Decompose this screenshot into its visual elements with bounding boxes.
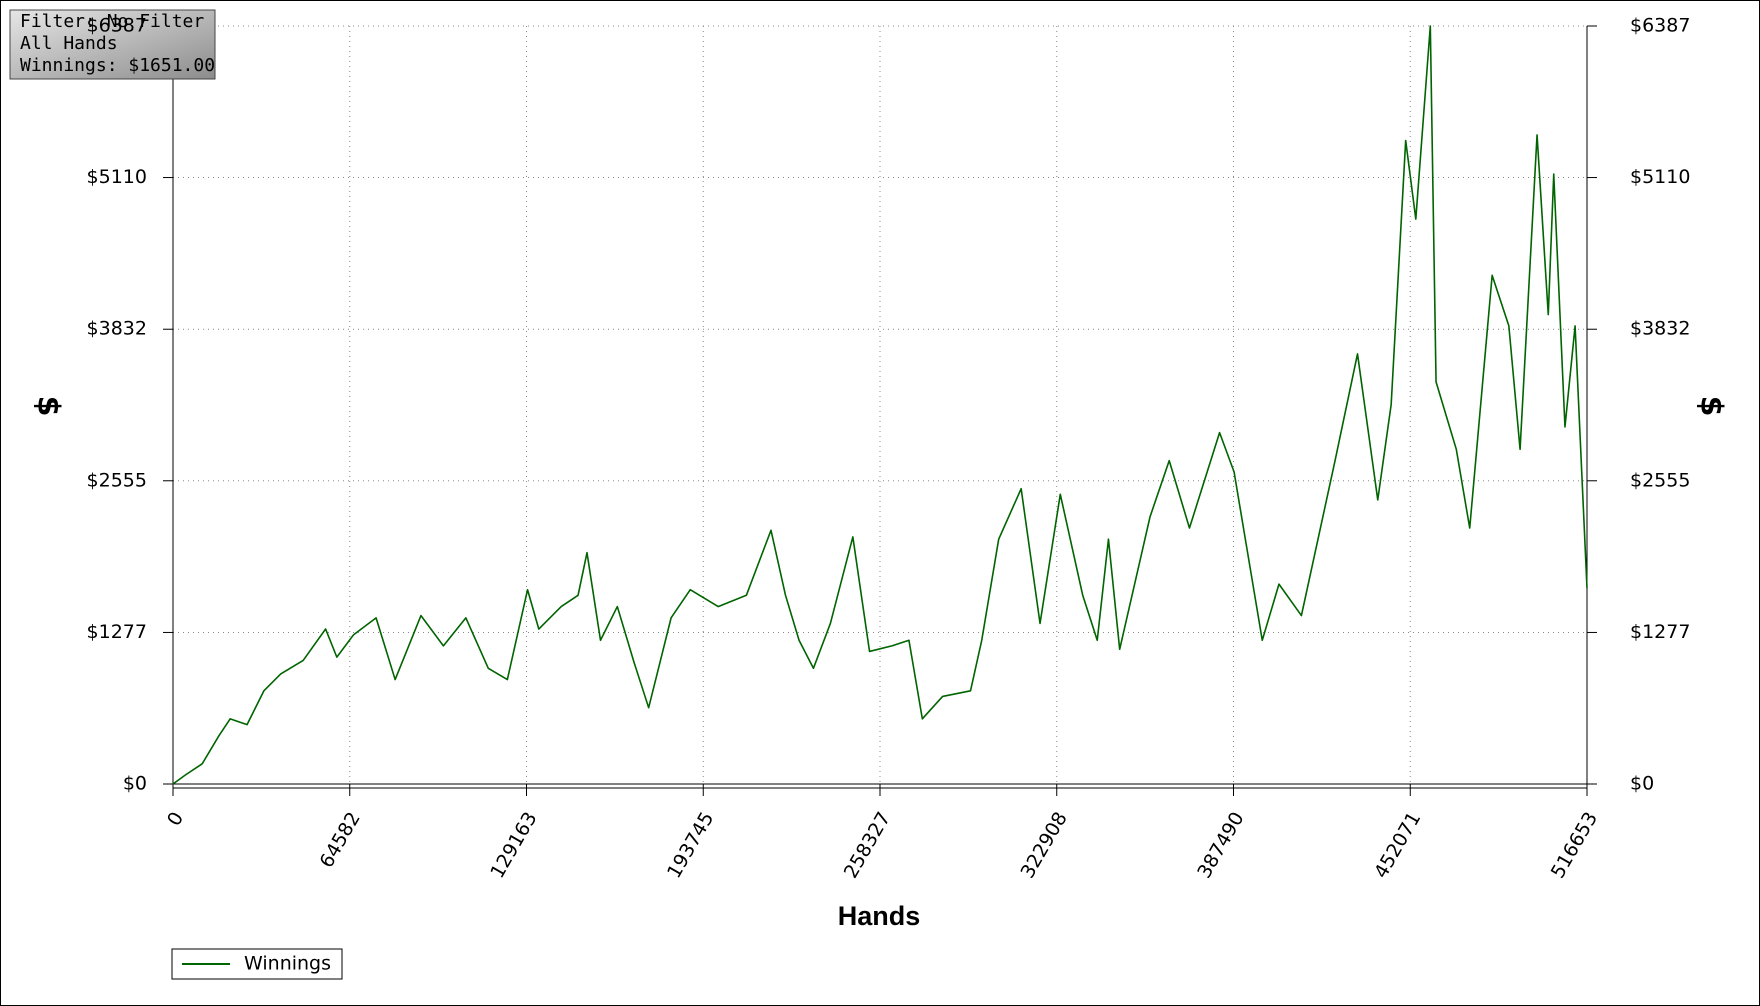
y-tick-label: $6387 [87, 15, 147, 37]
info-text: Filter: No Filter [20, 11, 204, 32]
y2-tick-label: $0 [1630, 773, 1654, 795]
y-tick-label: $3832 [87, 318, 147, 340]
plot-area [163, 25, 1597, 796]
info-text: Winnings: $1651.00 [20, 55, 215, 76]
info-box [9, 9, 216, 80]
y-tick-label: $1277 [87, 621, 147, 643]
y2-tick-label: $2555 [1630, 469, 1690, 491]
y2-tick-label: $6387 [1630, 15, 1690, 37]
y-tick-label: $5110 [87, 166, 147, 188]
info-text: All Hands [20, 33, 118, 54]
y2-axis-label: $ [1694, 396, 1729, 417]
y2-tick-label: $5110 [1630, 166, 1690, 188]
y2-tick-label: $3832 [1630, 318, 1690, 340]
y-tick-label: $0 [123, 773, 147, 795]
series-line [172, 25, 1588, 785]
x-axis-label: Hands [838, 901, 921, 931]
y-axis-label: $ [31, 396, 66, 417]
legend-label: Winnings [244, 953, 331, 975]
y-tick-label: $2555 [87, 469, 147, 491]
y2-tick-label: $1277 [1630, 621, 1690, 643]
